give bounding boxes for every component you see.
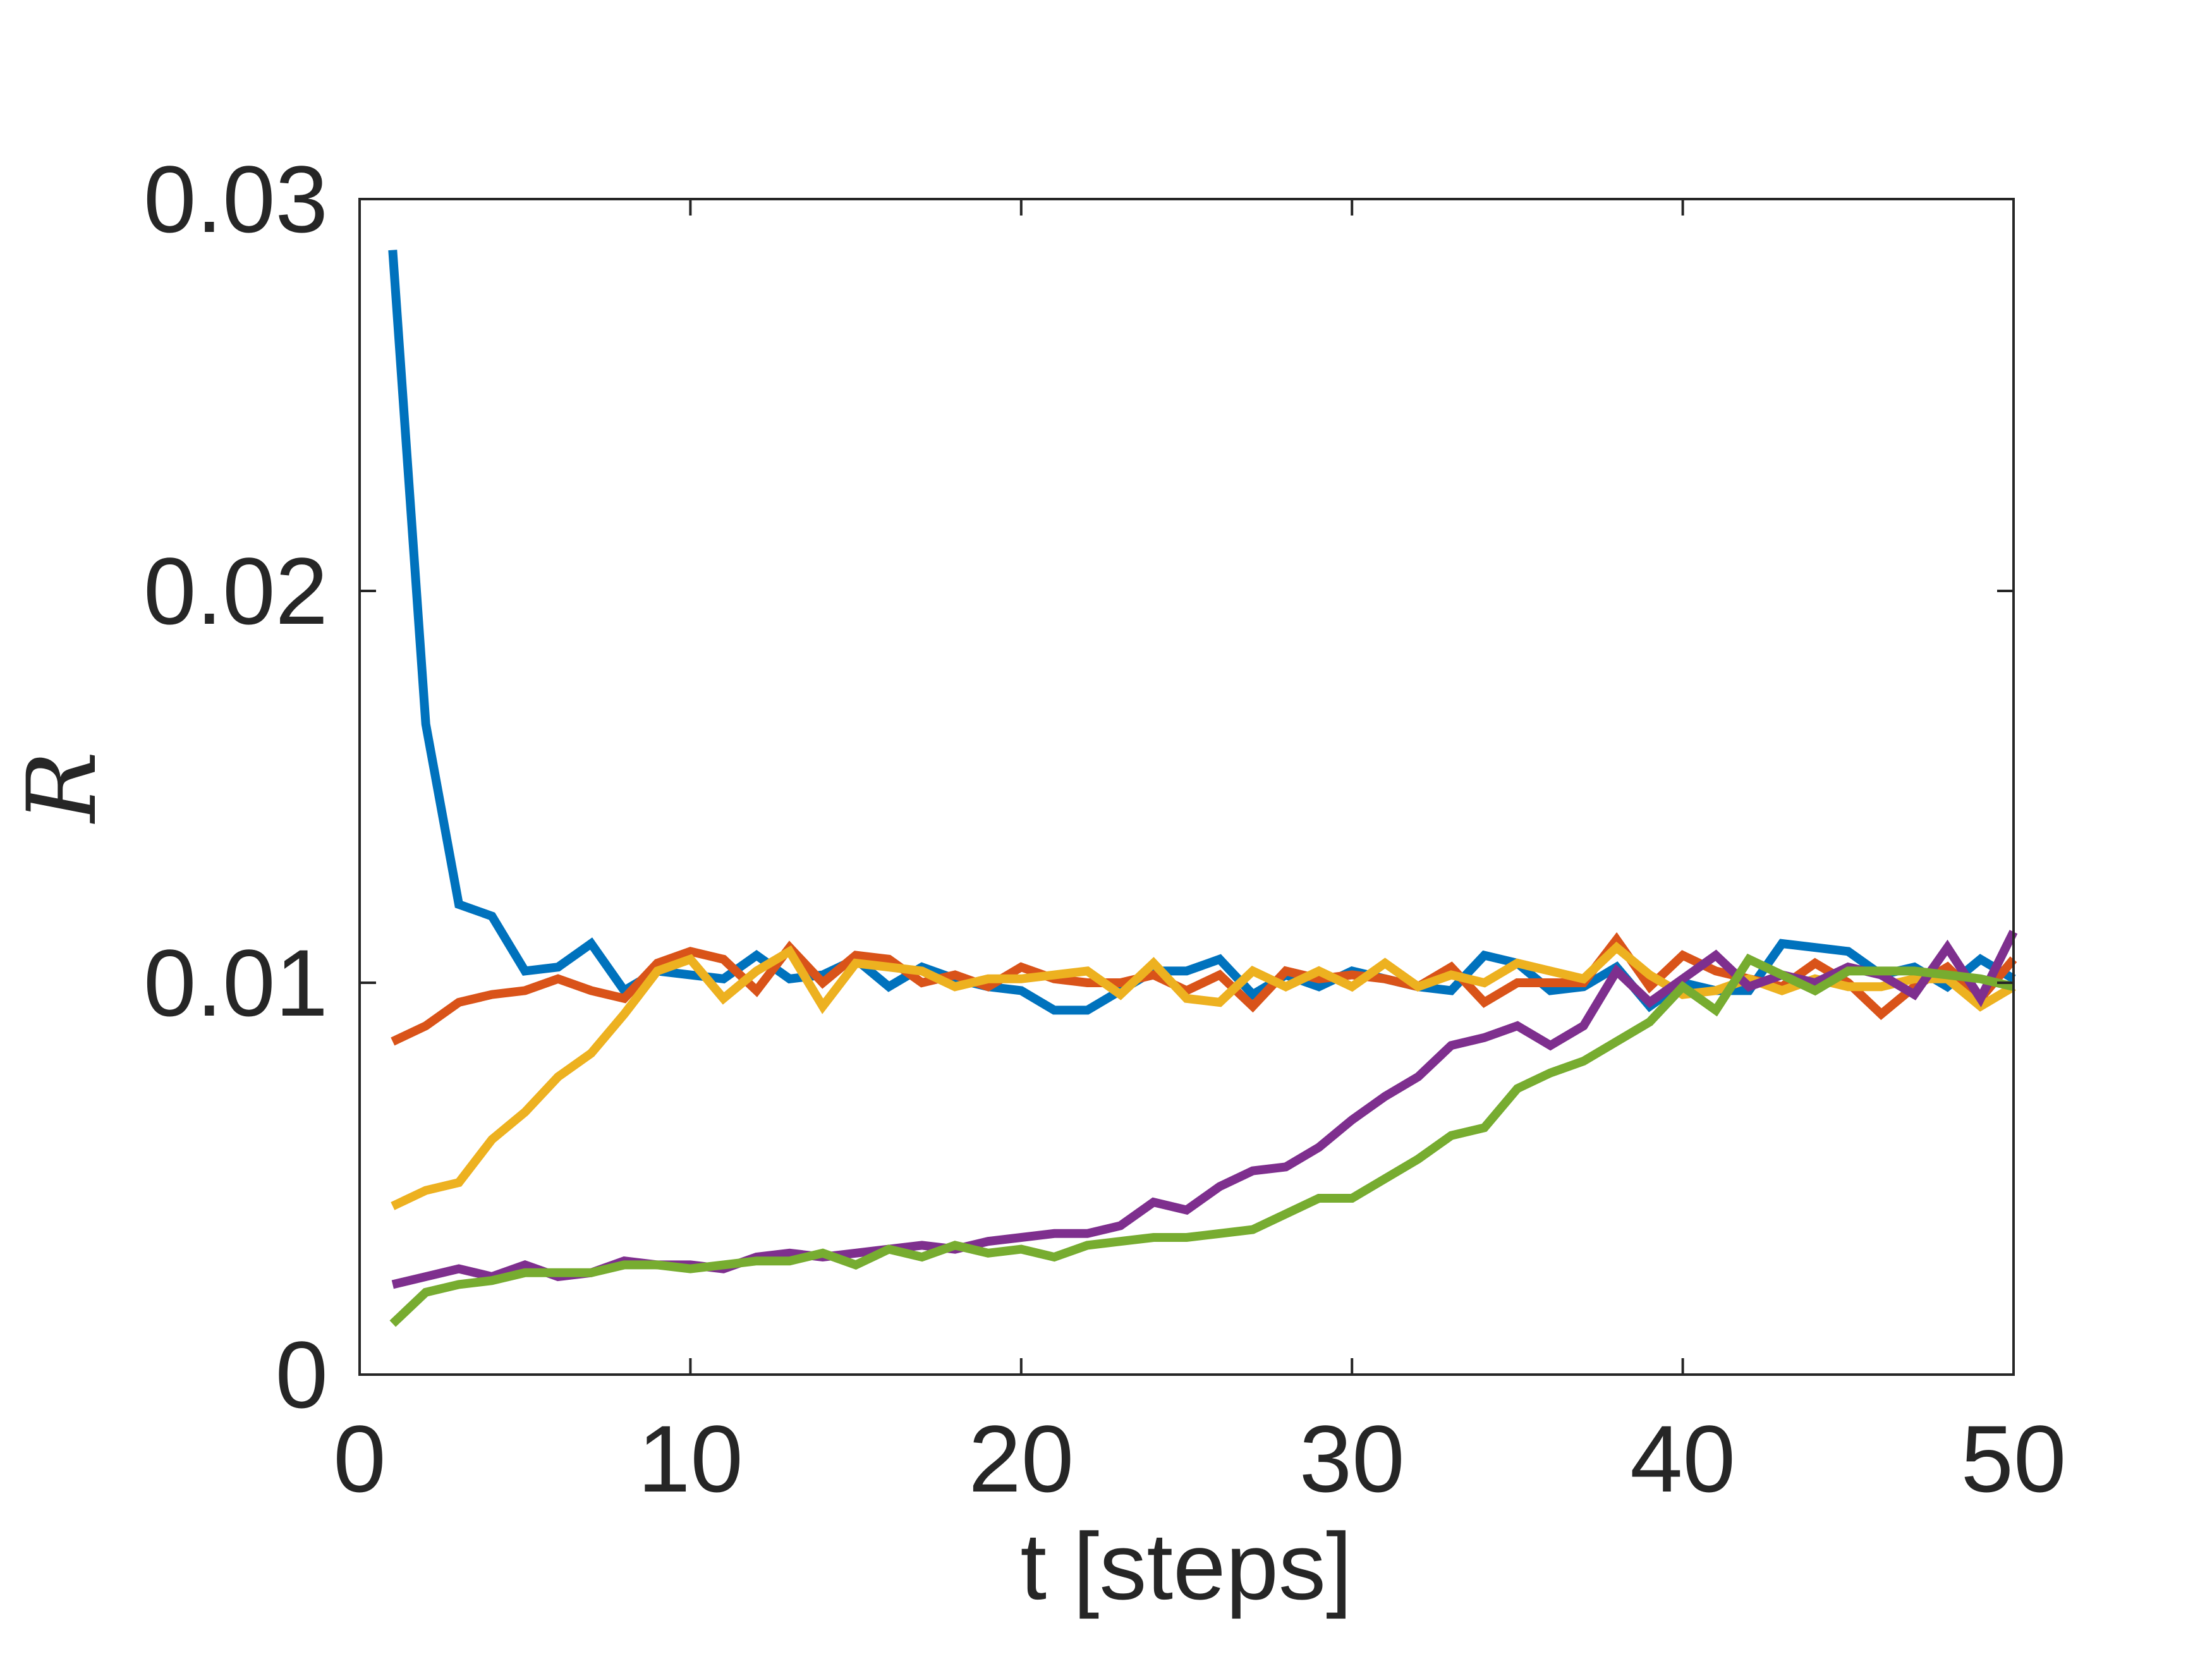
series-layer xyxy=(388,250,2018,1327)
x-tick-label: 0 xyxy=(333,1406,386,1512)
y-tick-label: 0.03 xyxy=(143,146,328,252)
x-tick-label: 50 xyxy=(1961,1406,2067,1512)
y-tick-label: 0 xyxy=(276,1322,328,1428)
series-line-5 xyxy=(389,953,2015,1327)
x-tick-label: 20 xyxy=(968,1406,1074,1512)
axes-box xyxy=(358,198,2015,1376)
plot-area xyxy=(360,199,2014,1375)
x-tick-label: 10 xyxy=(638,1406,743,1512)
x-tick-label: 40 xyxy=(1630,1406,1735,1512)
x-axis-label: t [steps] xyxy=(1020,1513,1352,1619)
y-tick-label: 0.02 xyxy=(143,538,328,644)
tick-layer: 0 10 20 30 40 50 0 0.01 0.02 0.03 xyxy=(143,146,2066,1512)
y-axis-label: R xyxy=(8,751,118,825)
x-tick-label: 30 xyxy=(1299,1406,1405,1512)
y-tick-label: 0.01 xyxy=(143,930,328,1036)
